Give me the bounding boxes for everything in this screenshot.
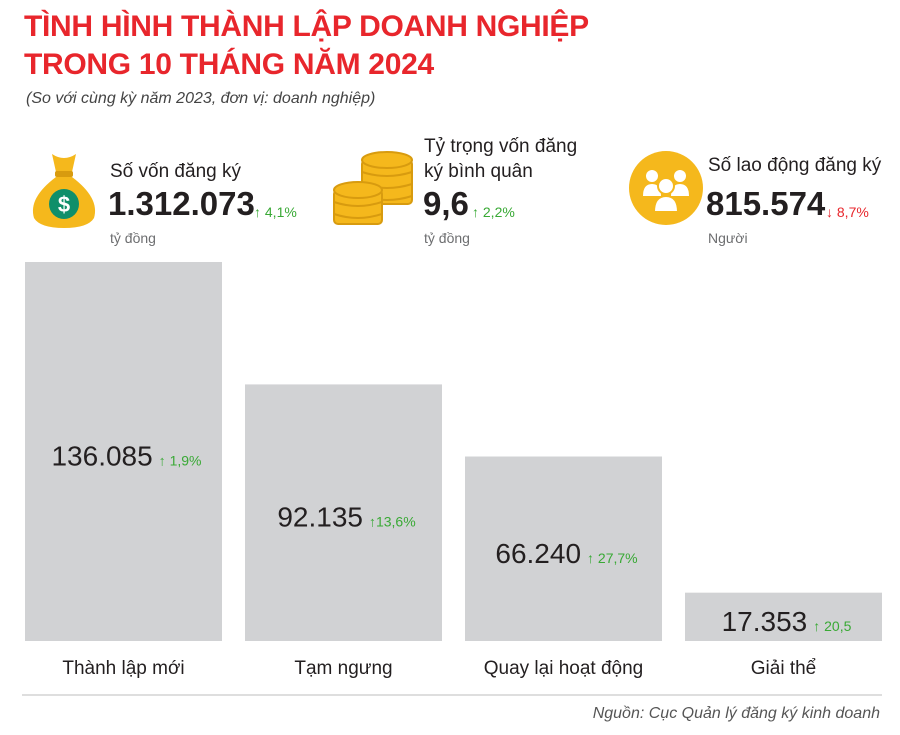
stat-unit: tỷ đồng (110, 230, 156, 246)
coin-stack-icon (333, 151, 413, 225)
stat-value: 815.574 (706, 185, 826, 222)
title-line-1: TÌNH HÌNH THÀNH LẬP DOANH NGHIỆP (24, 10, 589, 43)
category-label: Tạm ngưng (294, 658, 392, 679)
bar-3 (465, 456, 662, 641)
bar-change: ↑ 1,9% (159, 453, 202, 469)
bar-value-label: 66.240 ↑ 27,7% (495, 538, 637, 569)
stat-change: ↑ 4,1% (254, 204, 297, 220)
category-label: Giải thể (751, 658, 816, 679)
title-line-2: TRONG 10 THÁNG NĂM 2024 (24, 48, 434, 81)
bar-value-label: 136.085 ↑ 1,9% (51, 441, 201, 472)
stat-unit: Người (708, 230, 748, 246)
stat-change: ↓ 8,7% (826, 204, 869, 220)
people-group-icon (629, 151, 703, 225)
bar-change: ↑13,6% (369, 514, 416, 530)
stat-change: ↑ 2,2% (472, 204, 515, 220)
category-label: Quay lại hoạt động (484, 658, 644, 679)
bar-1 (25, 262, 222, 641)
bar-value: 136.085 (51, 441, 152, 472)
bar-2 (245, 384, 442, 641)
category-label: Thành lập mới (62, 658, 184, 679)
bar-change: ↑ 20,5 (813, 618, 851, 634)
svg-text:$: $ (58, 192, 70, 217)
stat-value: 9,6 (423, 185, 469, 222)
source-note: Nguồn: Cục Quản lý đăng ký kinh doanh (592, 705, 880, 722)
money-bag-icon: $ (32, 154, 96, 228)
bar-value-label: 92.135 ↑13,6% (277, 502, 415, 533)
bar-value: 66.240 (495, 538, 581, 569)
stat-label-line-1: Tỷ trọng vốn đăng (424, 136, 578, 157)
bar-4 (685, 592, 882, 641)
stat-label: Số vốn đăng ký (110, 161, 241, 182)
bar-value: 17.353 (722, 606, 808, 637)
stat-label-line-2: ký bình quân (424, 161, 533, 182)
bar-value-label: 17.353 ↑ 20,5 (722, 606, 852, 637)
subtitle: (So với cùng kỳ năm 2023, đơn vị: doanh … (26, 90, 376, 107)
stat-unit: tỷ đồng (424, 230, 470, 246)
bar-change: ↑ 27,7% (587, 550, 638, 566)
bar-value: 92.135 (277, 502, 363, 533)
stat-value: 1.312.073 (108, 185, 255, 222)
stat-label: Số lao động đăng ký (708, 155, 882, 176)
